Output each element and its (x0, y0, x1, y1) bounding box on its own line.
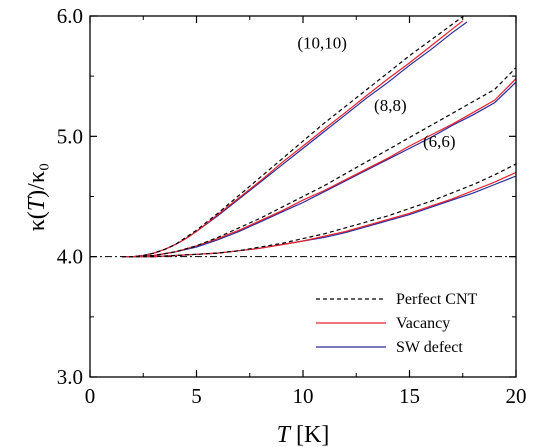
x-tick-label: 5 (191, 384, 202, 408)
y-tick-label: 4.0 (57, 245, 83, 269)
legend-label-sw: SW defect (396, 339, 463, 356)
y-axis-label-pre: κ( (24, 211, 50, 231)
x-axis-label-unit: [K] (290, 422, 329, 447)
y-tick-label: 6.0 (57, 4, 83, 28)
series-line-6-6-vacancy (122, 171, 516, 258)
series-line-10-10-sw (122, 21, 468, 258)
x-tick-label: 20 (506, 384, 527, 408)
x-axis-label: T [K] (277, 422, 330, 447)
y-tick-label: 5.0 (57, 124, 83, 148)
series-line-10-10-vacancy (122, 20, 464, 258)
legend: Perfect CNT Vacancy SW defect (316, 291, 478, 356)
x-axis-label-var: T (277, 422, 292, 447)
tick-layer: 0 5 10 15 20 3.0 4.0 5.0 6.0 (57, 4, 527, 408)
y-axis-label-post: )/κ₀ (24, 163, 50, 198)
annotation-layer: (10,10) (8,8) (6,6) (297, 33, 455, 151)
annotation-6-6: (6,6) (423, 132, 456, 151)
y-axis-label-var: T (24, 196, 50, 211)
series-line-8-8-vacancy (122, 78, 516, 258)
series-line-6-6-perfect (122, 163, 516, 258)
annotation-8-8: (8,8) (374, 96, 407, 115)
series-line-8-8-perfect (122, 67, 516, 258)
series-layer (122, 16, 516, 258)
y-tick-label: 3.0 (57, 365, 83, 389)
x-tick-label: 10 (293, 384, 314, 408)
series-line-8-8-sw (122, 81, 516, 258)
legend-label-perfect: Perfect CNT (396, 291, 478, 308)
x-tick-label: 0 (85, 384, 96, 408)
plot-frame (89, 15, 517, 378)
y-axis-label: κ(T)/κ₀ (24, 163, 50, 232)
legend-label-vacancy: Vacancy (396, 315, 450, 332)
x-tick-label: 15 (399, 384, 420, 408)
annotation-10-10: (10,10) (297, 33, 347, 52)
series-line-10-10-perfect (122, 16, 465, 258)
